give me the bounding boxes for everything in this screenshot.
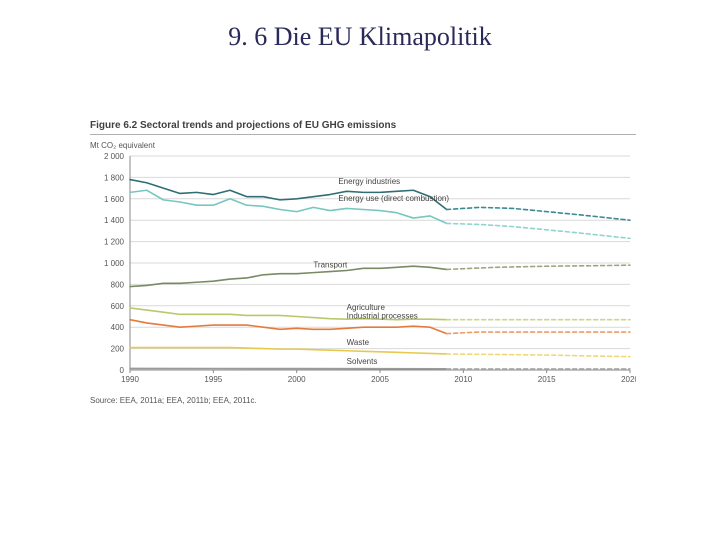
x-tick-label: 2010 [454, 375, 472, 384]
series-label-waste: Waste [347, 338, 370, 347]
y-tick-label: 600 [111, 302, 125, 311]
figure-source: Source: EEA, 2011a; EEA, 2011b; EEA, 201… [90, 396, 636, 405]
emissions-line-chart: 0 200 400 600 800 1 000 1 200 1 400 1 600 1 800 2 … [90, 152, 636, 392]
y-axis-label: Mt CO₂ equivalent [90, 141, 636, 150]
series-label-solvents: Solvents [347, 357, 378, 366]
y-tick-label: 1 400 [104, 216, 125, 225]
slide: 9. 6 Die EU Klimapolitik Figure 6.2 Sect… [0, 0, 720, 540]
x-tick-label: 1995 [204, 375, 222, 384]
series-label-energy-industries: Energy industries [338, 177, 400, 186]
y-tick-label: 1 600 [104, 195, 125, 204]
y-tick-label: 1 000 [104, 259, 125, 268]
y-tick-label: 1 800 [104, 173, 125, 182]
y-tick-label: 400 [111, 323, 125, 332]
y-tick-label: 800 [111, 280, 125, 289]
x-tick-label: 2020 [621, 375, 636, 384]
y-tick-label: 200 [111, 345, 125, 354]
series-label-energy-use-direct-combustion-: Energy use (direct combustion) [338, 194, 449, 203]
series-label-industrial-processes: Industrial processes [347, 312, 418, 321]
slide-title: 9. 6 Die EU Klimapolitik [0, 22, 720, 52]
x-tick-label: 2015 [538, 375, 556, 384]
y-tick-label: 0 [120, 366, 125, 375]
x-tick-label: 1990 [121, 375, 139, 384]
y-tick-label: 2 000 [104, 152, 125, 161]
figure-caption: Figure 6.2 Sectoral trends and projectio… [90, 120, 636, 135]
x-tick-label: 2005 [371, 375, 389, 384]
figure-container: Figure 6.2 Sectoral trends and projectio… [90, 120, 636, 405]
series-label-transport: Transport [313, 260, 348, 269]
x-tick-label: 2000 [288, 375, 306, 384]
y-tick-label: 1 200 [104, 238, 125, 247]
